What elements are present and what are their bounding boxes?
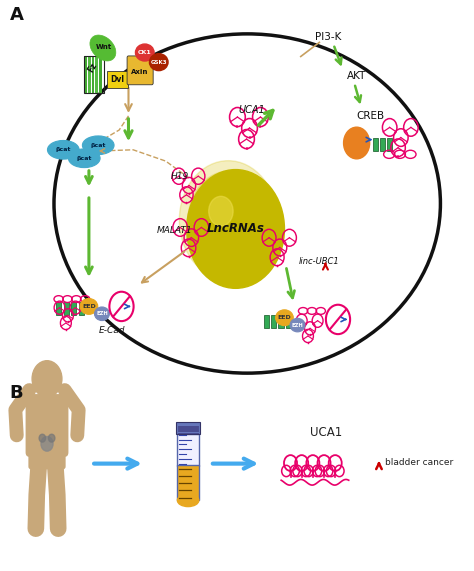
Circle shape bbox=[344, 127, 370, 159]
FancyBboxPatch shape bbox=[79, 303, 84, 315]
FancyBboxPatch shape bbox=[88, 57, 91, 93]
FancyBboxPatch shape bbox=[28, 448, 65, 469]
Ellipse shape bbox=[136, 44, 154, 61]
Ellipse shape bbox=[177, 494, 199, 506]
Text: PI3-K: PI3-K bbox=[316, 32, 342, 42]
Ellipse shape bbox=[94, 307, 109, 320]
Circle shape bbox=[187, 170, 284, 288]
FancyBboxPatch shape bbox=[286, 315, 291, 328]
FancyBboxPatch shape bbox=[177, 433, 199, 467]
Ellipse shape bbox=[47, 140, 79, 159]
Text: linc-UBC1: linc-UBC1 bbox=[299, 257, 339, 266]
Text: bladder cancer: bladder cancer bbox=[385, 458, 454, 467]
Ellipse shape bbox=[80, 299, 98, 315]
Circle shape bbox=[196, 181, 264, 264]
FancyBboxPatch shape bbox=[99, 57, 102, 93]
FancyBboxPatch shape bbox=[373, 139, 378, 151]
FancyBboxPatch shape bbox=[95, 57, 98, 93]
Circle shape bbox=[209, 196, 233, 226]
Circle shape bbox=[48, 434, 55, 442]
Ellipse shape bbox=[149, 54, 168, 71]
Text: Axin: Axin bbox=[131, 69, 149, 75]
Text: CREB: CREB bbox=[356, 111, 384, 121]
FancyBboxPatch shape bbox=[26, 394, 68, 457]
FancyBboxPatch shape bbox=[176, 422, 200, 434]
Circle shape bbox=[205, 191, 258, 257]
Text: UCA1: UCA1 bbox=[310, 426, 343, 439]
FancyBboxPatch shape bbox=[264, 315, 269, 328]
FancyBboxPatch shape bbox=[127, 56, 153, 85]
Text: MALAT1: MALAT1 bbox=[157, 226, 193, 235]
Ellipse shape bbox=[90, 35, 116, 61]
FancyBboxPatch shape bbox=[42, 383, 52, 400]
Text: GSK3: GSK3 bbox=[150, 59, 167, 65]
Text: LncRNAs: LncRNAs bbox=[207, 223, 264, 235]
Text: EED: EED bbox=[278, 315, 292, 320]
Text: Fz: Fz bbox=[87, 61, 99, 74]
FancyBboxPatch shape bbox=[71, 303, 76, 315]
Text: EZH: EZH bbox=[292, 323, 303, 328]
Ellipse shape bbox=[68, 149, 100, 168]
Circle shape bbox=[179, 160, 277, 279]
Ellipse shape bbox=[54, 34, 440, 373]
FancyBboxPatch shape bbox=[64, 303, 69, 315]
FancyBboxPatch shape bbox=[271, 315, 276, 328]
FancyBboxPatch shape bbox=[107, 71, 128, 88]
Text: EZH: EZH bbox=[96, 311, 108, 316]
Text: Wnt: Wnt bbox=[96, 44, 112, 50]
Text: AKT: AKT bbox=[347, 71, 366, 81]
Circle shape bbox=[188, 171, 271, 272]
Ellipse shape bbox=[290, 318, 305, 332]
FancyBboxPatch shape bbox=[278, 315, 283, 328]
FancyBboxPatch shape bbox=[380, 139, 384, 151]
FancyBboxPatch shape bbox=[387, 139, 392, 151]
Ellipse shape bbox=[275, 310, 293, 325]
Text: UCA1: UCA1 bbox=[238, 105, 265, 115]
Circle shape bbox=[32, 361, 62, 397]
Text: E-Cad: E-Cad bbox=[99, 326, 126, 335]
FancyBboxPatch shape bbox=[56, 303, 62, 315]
Text: Dvl: Dvl bbox=[110, 75, 124, 84]
FancyBboxPatch shape bbox=[91, 57, 94, 93]
Text: βcat: βcat bbox=[91, 143, 106, 148]
Text: H19: H19 bbox=[171, 172, 189, 182]
Text: βcat: βcat bbox=[77, 156, 92, 161]
Text: B: B bbox=[10, 384, 23, 403]
Circle shape bbox=[41, 436, 53, 451]
Ellipse shape bbox=[82, 136, 114, 155]
FancyBboxPatch shape bbox=[177, 465, 199, 500]
Text: CK1: CK1 bbox=[138, 50, 152, 55]
Text: A: A bbox=[10, 6, 24, 23]
Text: EED: EED bbox=[82, 304, 96, 309]
Circle shape bbox=[39, 434, 46, 442]
FancyBboxPatch shape bbox=[84, 57, 87, 93]
Text: βcat: βcat bbox=[55, 147, 71, 152]
